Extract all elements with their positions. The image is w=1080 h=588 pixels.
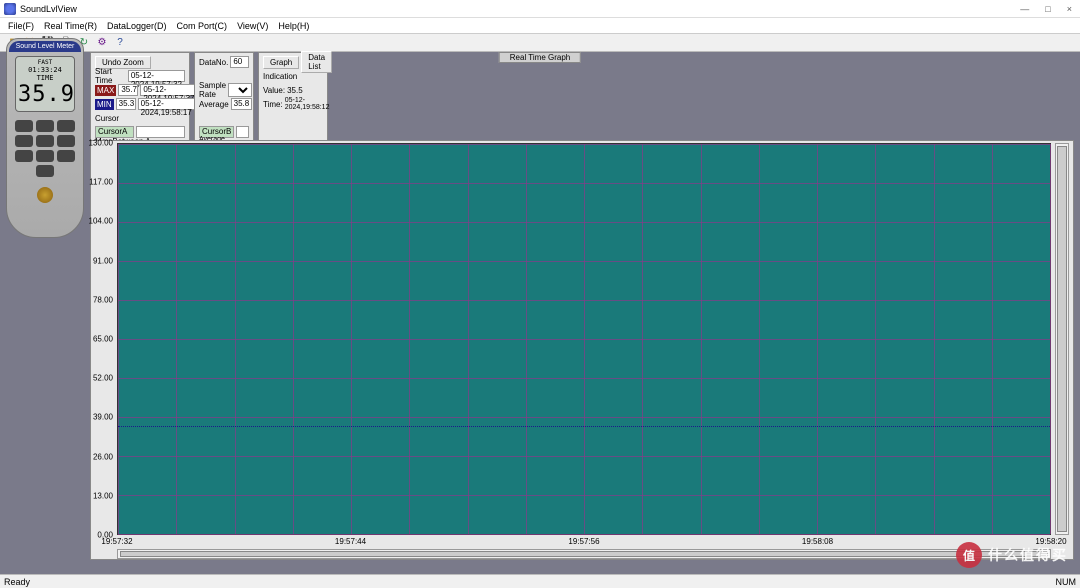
ind-time-label: Time: [263,100,283,109]
meter-buttons [7,116,83,181]
cursor-label: Cursor [95,114,119,123]
min-label: MIN [95,99,114,110]
data-series-line [118,426,1050,427]
help-icon[interactable]: ? [112,35,128,51]
window-title: SoundLvlView [20,4,1016,14]
datano-value: 60 [230,56,249,68]
meter-time: 01:33:24 TIME [18,66,72,82]
statusbar: Ready NUM [0,574,1080,588]
menu-help[interactable]: Help(H) [274,21,313,31]
ind-time: 05-12-2024,19:58:12 [285,97,330,111]
menu-com port[interactable]: Com Port(C) [173,21,232,31]
watermark-text: 什么值得买 [988,545,1068,565]
max-label: MAX [95,85,116,96]
titlebar: SoundLvlView — □ × [0,0,1080,18]
y-axis-labels: 130.00117.00104.0091.0078.0065.0052.0039… [91,143,115,535]
maximize-button[interactable]: □ [1041,4,1054,14]
app-icon [4,3,16,15]
chart-frame: 130.00117.00104.0091.0078.0065.0052.0039… [90,140,1074,560]
min-value: 35.3 [116,98,136,110]
toolbar: ▮📂💾🖨↻⚙? [0,34,1080,52]
meter-reading: 35.9 [18,82,72,107]
indication-label: Indication [263,72,297,81]
meter-mode: FAST [18,59,72,66]
menu-real time[interactable]: Real Time(R) [40,21,101,31]
status-left: Ready [4,577,30,587]
watermark: 值 什么值得买 [956,542,1068,568]
min-time: 05-12-2024,19:58:17 [138,98,195,110]
meter-power-button [37,187,53,203]
graph-button[interactable]: Graph [263,56,299,69]
chart-plot-area[interactable] [117,143,1051,535]
ind-value: 35.5 [287,86,303,95]
sample-rate-select[interactable]: 1 [228,83,252,97]
minimize-button[interactable]: — [1016,4,1033,14]
status-right: NUM [1056,577,1077,587]
workspace: Real Time Graph Sound Level Meter FAST 0… [0,52,1080,574]
x-axis-labels: 19:57:3219:57:4419:57:5619:58:0819:58:20 [117,537,1051,549]
sound-meter-device: Sound Level Meter FAST 01:33:24 TIME 35.… [6,38,84,238]
max-time: 05-12-2024,19:57:37 [140,84,197,96]
datano-label: DataNo. [199,58,228,67]
close-button[interactable]: × [1063,4,1076,14]
chart-vscrollbar[interactable] [1055,143,1069,535]
meter-lcd: FAST 01:33:24 TIME 35.9 [15,56,75,112]
settings-icon[interactable]: ⚙ [94,35,110,51]
max-value: 35.7 [118,84,138,96]
average-label: Average [199,100,229,109]
menu-view[interactable]: View(V) [233,21,272,31]
meter-header: Sound Level Meter [9,41,81,52]
menu-datalogger[interactable]: DataLogger(D) [103,21,171,31]
chart-title: Real Time Graph [499,52,581,63]
datalist-button[interactable]: Data List [301,51,332,73]
sample-rate-label: Sample Rate [199,81,226,99]
chart-hscrollbar[interactable] [117,549,1051,559]
start-time-label: Start Time [95,67,126,85]
menubar: File(F)Real Time(R)DataLogger(D)Com Port… [0,18,1080,34]
start-time-value: 05-12-2024,19:57:32 [128,70,185,82]
ind-value-label: Value: [263,86,285,95]
watermark-icon: 值 [956,542,982,568]
menu-file[interactable]: File(F) [4,21,38,31]
average-value: 35.8 [231,98,253,110]
